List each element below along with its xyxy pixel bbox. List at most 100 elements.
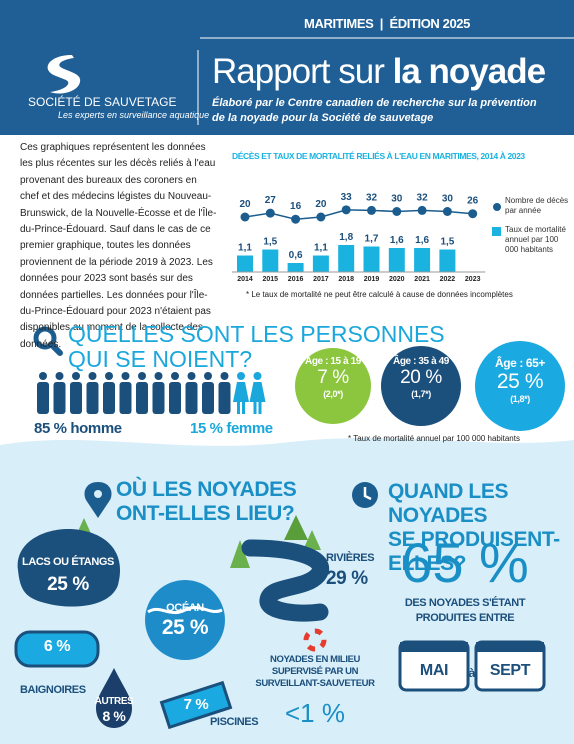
title-line: OÙ LES NOYADES [116,478,297,501]
rivers-pct: 29 % [326,568,368,589]
person-body [103,382,115,414]
age-circle [295,348,371,424]
data-label: 20 [315,199,327,210]
edition: MARITIMES | ÉDITION 2025 [304,16,470,31]
lakes-pct: 25 % [47,574,89,595]
person-body [218,382,231,414]
who-title: QUELLES SONT LES PERSONNES QUI SE NOIENT… [68,322,445,372]
bath-pct: 6 % [43,638,71,655]
chart-title: DÉCÈS ET TAUX DE MORTALITÉ RELIÉS À L'EA… [232,151,525,161]
person-head [121,372,130,380]
ocean-shape [145,580,225,660]
subtitle: Élaboré par le Centre canadien de recher… [212,97,537,124]
person-icon [103,372,115,414]
when-title: QUAND LES NOYADES SE PRODUISENT-ELLES? [388,480,574,576]
data-label: 1,6 [415,235,429,246]
person-head [88,372,97,380]
person-head [187,372,196,380]
data-label: 32 [417,192,429,203]
pool-pct: 7 % [183,696,209,713]
rate-bar [414,248,431,272]
person-head [55,372,64,380]
age-rate: (1,7*) [411,389,431,399]
person-body [53,382,66,414]
x-tick-label: 2015 [263,276,279,283]
x-tick-label: 2018 [338,276,354,283]
person-icon [233,372,249,414]
text-line: DES NOYADES S'ÉTANT [404,597,526,609]
age-label: Âge : 35 à 49 [393,356,449,367]
person-icon [185,372,198,414]
age-note: * Taux de mortalité annuel par 100 000 h… [348,434,520,443]
age-rate: (2,0*) [323,389,343,399]
other-pct: 8 % [102,708,126,724]
person-body [136,382,148,414]
legend-label: Taux de mortalité annuel par 100 000 hab… [505,225,566,254]
title-part: la noyade [392,52,546,91]
death-dot [265,208,275,218]
tagline: Les experts en surveillance aquatique [58,110,210,120]
person-icon [37,372,49,414]
data-label: 1,1 [314,243,328,254]
when-text: DES NOYADES S'ÉTANT PRODUITES ENTRE [390,596,540,626]
calendar [400,642,468,652]
person-body [86,382,99,414]
rate-bar [439,249,456,272]
legend-swatch [493,203,501,211]
age-label: Âge : 15 à 19 [305,356,361,367]
age-group: Âge : 65+ 25 % (1,8*) [475,356,565,404]
x-tick-label: 2023 [465,276,481,283]
legend-swatch [492,227,501,236]
bathtub [14,630,100,668]
age-label: Âge : 65+ [494,356,546,370]
person-icon [70,372,82,414]
person-body [152,382,165,414]
data-label: 30 [442,194,454,205]
death-dot [417,205,427,215]
person-head [105,372,113,380]
river-shape [241,539,329,622]
person-body [169,382,181,414]
pool [159,680,233,730]
data-label: 1,5 [440,237,454,248]
month-from: MAI [419,662,449,679]
title-line: QUELLES SONT LES PERSONNES [68,321,445,347]
ocean-pct: 25 % [161,616,209,639]
search-icon [49,342,63,356]
rate-bar [262,249,279,272]
death-dot [316,212,326,222]
data-label: 20 [239,199,251,210]
text-line: PRODUITES ENTRE [415,612,515,624]
person-head [154,372,163,380]
death-dot [341,205,351,215]
death-dot [468,209,478,219]
data-label: 33 [341,192,353,203]
rate-bar [312,255,329,272]
x-tick-label: 2022 [440,276,456,283]
bath-label: BAIGNOIRES [20,684,86,696]
title-line: QUI SE NOIENT? [68,346,253,372]
data-label: 1,5 [263,237,277,248]
age-pct: 25 % [496,370,544,393]
data-label: 30 [391,194,403,205]
age-group: Âge : 15 à 19 7 % (2,0*) [288,356,378,399]
title-line: QUAND LES NOYADES [388,480,509,527]
death-dot [392,207,402,216]
search-icon [33,326,57,350]
text-line: SUPERVISÉ PAR UN [271,666,359,677]
rate-bar [287,263,304,272]
person-body [185,382,198,414]
age-circle [475,341,565,431]
person-head [72,372,80,380]
person-head [237,372,245,380]
age-group: Âge : 35 à 49 20 % (1,7*) [376,356,466,399]
age-rate: (1,8*) [510,394,530,404]
other-label: AUTRES [94,696,134,707]
x-tick-label: 2021 [414,276,430,283]
person-head [39,372,47,380]
tree [303,530,321,550]
person-body [202,382,214,414]
